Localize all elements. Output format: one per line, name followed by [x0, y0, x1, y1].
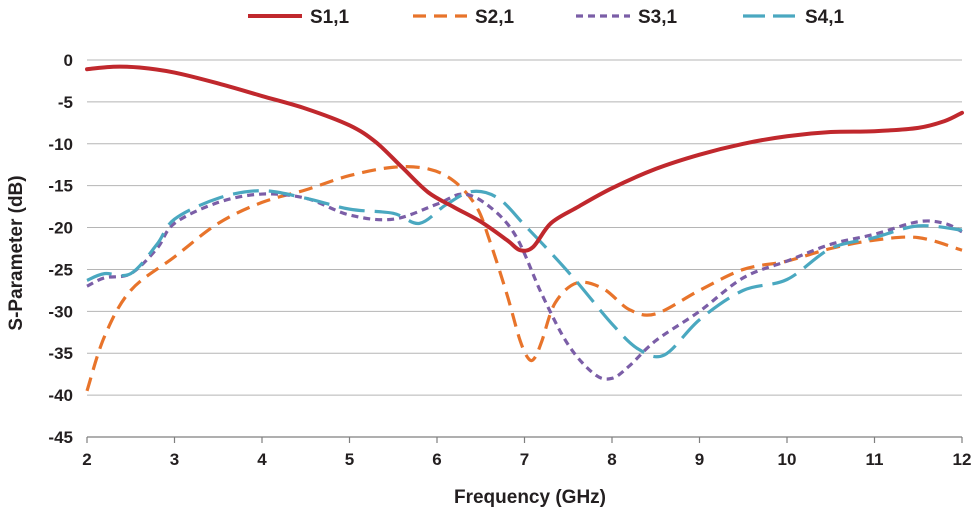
x-tick-label: 5 [345, 450, 354, 469]
legend-label-s31: S3,1 [638, 7, 678, 28]
x-tick-label: 12 [953, 450, 972, 469]
y-tick-label: -25 [48, 260, 73, 279]
series-line-s41 [86, 189, 963, 359]
y-tick-label: 0 [64, 51, 73, 70]
y-tick-label: -40 [48, 386, 73, 405]
y-tick-label: -15 [48, 177, 73, 196]
x-axis-title: Frequency (GHz) [454, 487, 606, 508]
legend-label-s21: S2,1 [475, 7, 515, 28]
x-tick-label: 3 [170, 450, 179, 469]
axis-layer: 0 -5 -10 -15 -20 -25 -30 -35 -40 -45 2 3 4 5 6 7 8 9 10 11 1… [48, 51, 971, 469]
y-tick-label: -20 [48, 219, 73, 238]
x-tick-label: 6 [432, 450, 441, 469]
series-layer [85, 64, 964, 392]
y-tick-label: -30 [48, 302, 73, 321]
x-tick-label: 8 [607, 450, 616, 469]
y-tick-label: -10 [48, 135, 73, 154]
x-tick-label: 11 [866, 450, 884, 469]
legend-label-s41: S4,1 [805, 7, 845, 28]
series-line-s21 [85, 165, 963, 392]
y-tick-label: -45 [48, 428, 73, 447]
x-tick-label: 7 [520, 450, 529, 469]
legend: S1,1 S2,1 S3,1 S4,1 [248, 7, 845, 28]
x-tick-label: 9 [695, 450, 704, 469]
y-tick-label: -5 [58, 93, 73, 112]
x-tick-label: 10 [778, 450, 797, 469]
y-axis-title: S-Parameter (dB) [6, 175, 27, 330]
x-tick-label: 2 [82, 450, 91, 469]
legend-label-s11: S1,1 [310, 7, 350, 28]
series-line-s11 [85, 64, 964, 253]
x-tick-label: 4 [257, 450, 267, 469]
series-line-s31 [86, 192, 963, 381]
y-tick-label: -35 [48, 344, 73, 363]
